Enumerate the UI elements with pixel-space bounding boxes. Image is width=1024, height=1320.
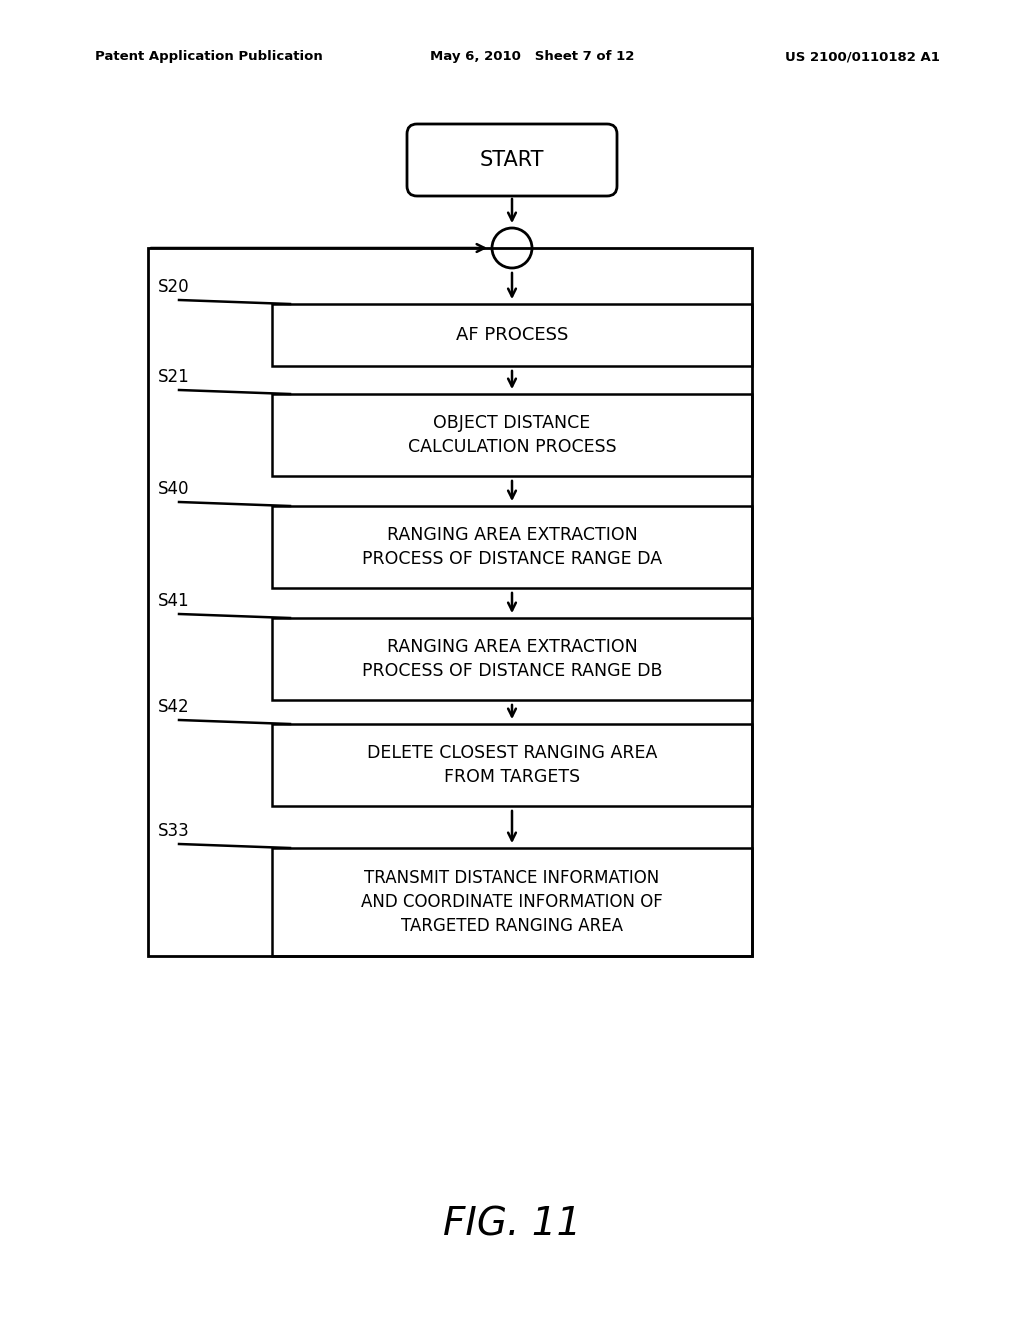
Text: S21: S21 (158, 368, 189, 385)
Text: S41: S41 (158, 591, 189, 610)
Bar (272, 304, 752, 366)
Bar (272, 723, 752, 807)
Text: S40: S40 (158, 480, 189, 498)
Bar (272, 393, 752, 477)
Text: RANGING AREA EXTRACTION
PROCESS OF DISTANCE RANGE DB: RANGING AREA EXTRACTION PROCESS OF DISTA… (361, 638, 663, 680)
Text: AF PROCESS: AF PROCESS (456, 326, 568, 345)
Text: OBJECT DISTANCE
CALCULATION PROCESS: OBJECT DISTANCE CALCULATION PROCESS (408, 414, 616, 455)
Text: RANGING AREA EXTRACTION
PROCESS OF DISTANCE RANGE DA: RANGING AREA EXTRACTION PROCESS OF DISTA… (361, 527, 663, 568)
Text: FIG. 11: FIG. 11 (442, 1206, 582, 1243)
Text: May 6, 2010   Sheet 7 of 12: May 6, 2010 Sheet 7 of 12 (430, 50, 635, 63)
Text: S20: S20 (158, 279, 189, 296)
Bar (272, 506, 752, 587)
FancyBboxPatch shape (407, 124, 617, 195)
Bar (272, 847, 752, 956)
Text: DELETE CLOSEST RANGING AREA
FROM TARGETS: DELETE CLOSEST RANGING AREA FROM TARGETS (367, 744, 657, 785)
Text: S33: S33 (158, 822, 189, 840)
Text: US 2100/0110182 A1: US 2100/0110182 A1 (785, 50, 940, 63)
Text: START: START (480, 150, 544, 170)
Bar (148, 248, 752, 956)
Text: Patent Application Publication: Patent Application Publication (95, 50, 323, 63)
Text: TRANSMIT DISTANCE INFORMATION
AND COORDINATE INFORMATION OF
TARGETED RANGING ARE: TRANSMIT DISTANCE INFORMATION AND COORDI… (361, 870, 663, 935)
Bar (272, 618, 752, 700)
Text: S42: S42 (158, 698, 189, 715)
